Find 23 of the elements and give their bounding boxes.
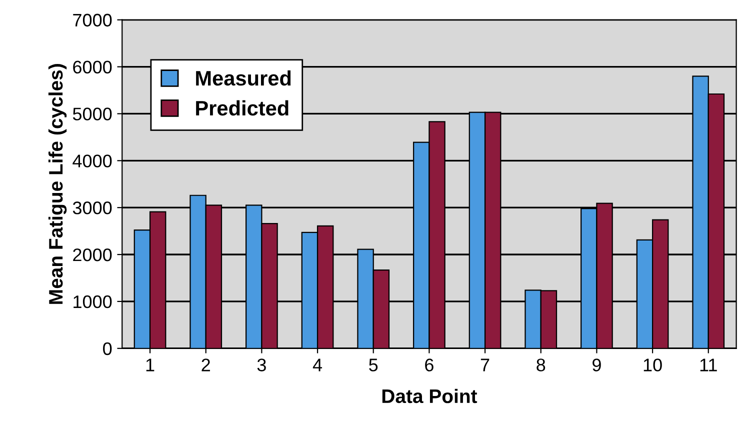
x-tick-label: 8 bbox=[536, 358, 546, 372]
x-tick-label: 3 bbox=[257, 358, 266, 372]
y-tick-label: 2000 bbox=[73, 248, 112, 262]
y-tick-label: 1000 bbox=[74, 295, 112, 308]
x-tick-label: 6 bbox=[425, 358, 434, 372]
y-tick-label: 7000 bbox=[73, 14, 112, 27]
x-tick-label: 4 bbox=[312, 358, 322, 372]
x-tick-label: 10 bbox=[644, 358, 662, 372]
y-tick-label: 0 bbox=[103, 342, 112, 356]
y-axis-title: Mean Fatigue Life (cycles) bbox=[48, 64, 67, 304]
legend-label: Measured bbox=[196, 70, 291, 86]
x-tick-label: 1 bbox=[146, 358, 154, 372]
x-tick-label: 2 bbox=[202, 358, 210, 372]
x-tick-label: 7 bbox=[480, 358, 490, 372]
x-tick-label: 5 bbox=[369, 358, 378, 372]
x-axis-title: Data Point bbox=[382, 388, 478, 404]
y-tick-label: 5000 bbox=[72, 108, 112, 120]
x-tick-label: 9 bbox=[592, 358, 601, 372]
y-tick-label: 4000 bbox=[72, 154, 112, 168]
x-tick-label: 11 bbox=[700, 358, 717, 372]
y-tick-label: 6000 bbox=[73, 60, 112, 74]
legend-label: Predicted bbox=[196, 100, 288, 116]
y-tick-label: 3000 bbox=[72, 202, 112, 214]
